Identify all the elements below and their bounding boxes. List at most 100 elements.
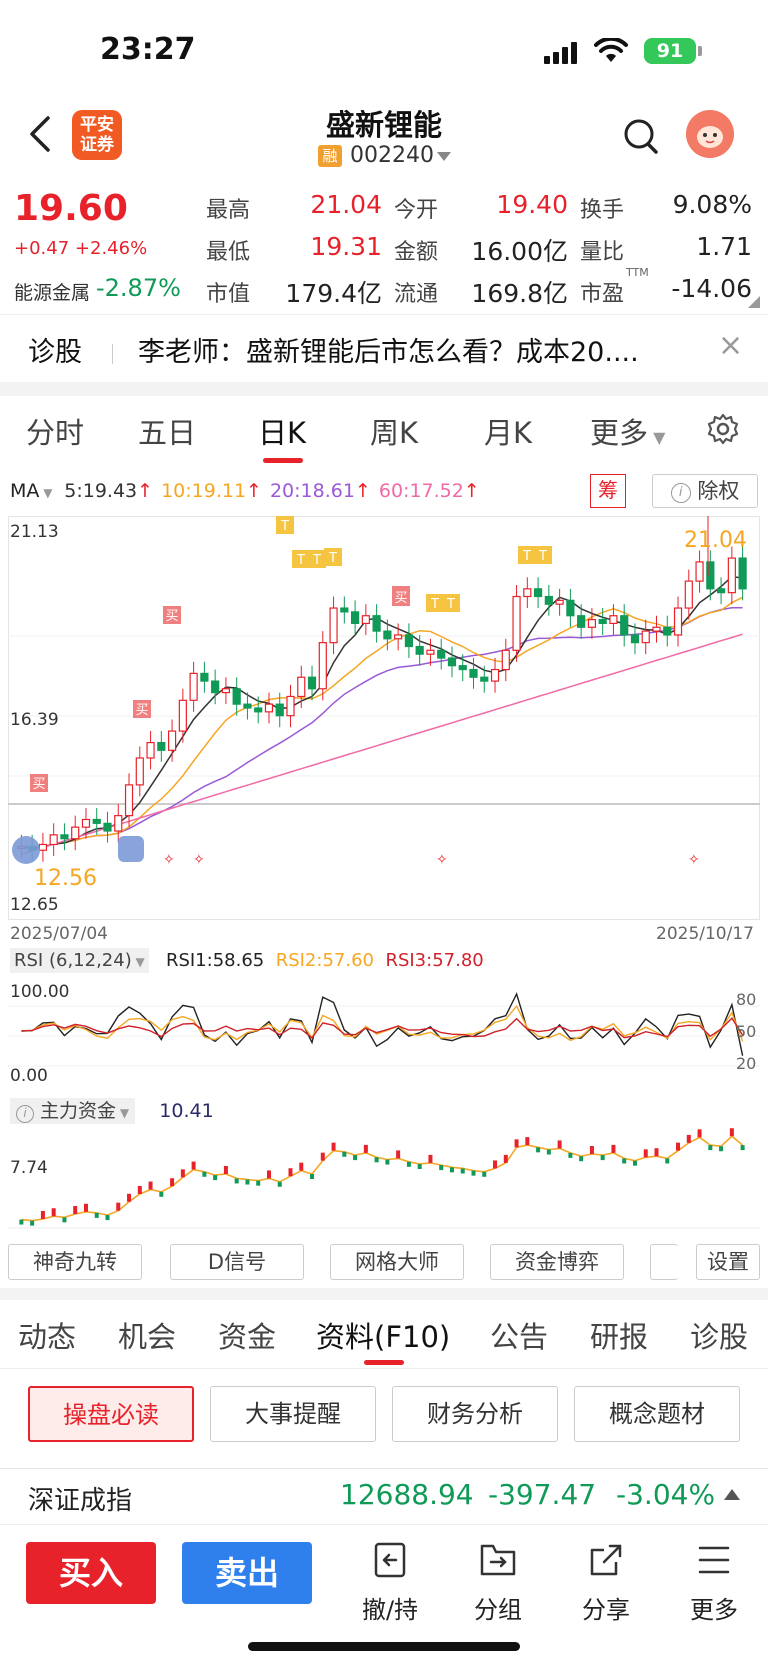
fund-bar [385,1159,390,1165]
sector-change: -2.87% [96,274,181,302]
fund-bar [202,1171,207,1177]
alert-icon: ✧ [193,852,205,868]
tab-funds[interactable]: 资金 [218,1320,277,1354]
candle-body [641,630,650,644]
ma-value: 10:19.11 [161,480,247,502]
candle-body [38,843,48,851]
sector-name[interactable]: 能源金属 [14,282,91,304]
tab-diagnosis[interactable]: 诊股 [690,1320,749,1354]
fund-bar [449,1167,454,1173]
fund-bar [310,1174,315,1179]
gear-icon[interactable] [706,412,740,446]
tool-nine-turn[interactable]: 神奇九转 [8,1244,142,1280]
fund-bar [546,1149,551,1155]
avatar[interactable] [686,110,734,158]
stock-code[interactable]: 002240 [350,143,434,168]
diagnosis-headline[interactable]: 李老师：盛新锂能后市怎么看？成本20.... [138,337,639,368]
arrow-up-icon: ↑ [137,480,154,502]
tab-intraday[interactable]: 分时 [26,416,85,450]
rsi-chart[interactable] [8,980,760,1090]
fund-selector[interactable]: i 主力资金 ▼ [10,1098,136,1124]
chevron-down-icon: ▼ [39,486,57,500]
tab-research[interactable]: 研报 [590,1320,649,1354]
tab-news[interactable]: 动态 [18,1320,77,1354]
tool-settings[interactable]: 设置 [696,1244,760,1280]
stock-name: 盛新锂能 [325,108,442,142]
tool-fund-game[interactable]: 资金博弈 [490,1244,624,1280]
tab-announcements[interactable]: 公告 [490,1320,549,1354]
t-marker [426,594,444,612]
rsi-selector[interactable]: RSI (6,12,24) ▼ [10,948,149,973]
fund-bar [460,1168,465,1174]
cancel-hold-button[interactable]: 撤/持 [350,1540,430,1625]
candle-body [566,599,575,617]
diagnosis-label[interactable]: 诊股 [28,337,82,368]
fund-bar [40,1211,45,1219]
tab-f10[interactable]: 资料(F10) [316,1320,451,1354]
quote-label: 市盈 [580,282,625,307]
price-change: +0.47 +2.46% [14,238,147,259]
rsi3-line [21,1017,744,1039]
fund-chart[interactable] [8,1120,760,1232]
fund-bar [62,1217,67,1223]
chevron-up-icon[interactable] [724,1489,740,1500]
fund-bar [137,1186,142,1194]
fund-bar [148,1181,153,1190]
ex-rights-button[interactable]: i 除权 [652,474,758,508]
fund-bar [331,1142,336,1151]
info-icon: i [670,483,691,503]
fund-bar [277,1181,282,1187]
high-marker-label: 21.04 [684,528,747,553]
f10-concepts[interactable]: 概念题材 [574,1386,740,1442]
tab-daily-k[interactable]: 日K [258,416,307,450]
close-icon[interactable]: × [718,328,744,363]
buy-button[interactable]: 买入 [26,1542,156,1604]
ma-selector[interactable]: MA ▼ [10,480,56,502]
tab-weekly-k[interactable]: 周K [370,416,419,450]
t-marker-label: T [522,549,531,564]
sell-button[interactable]: 卖出 [182,1542,312,1604]
cellular-signal-icon [544,42,580,64]
candle-body [157,741,166,751]
tool-grid-master[interactable]: 网格大师 [330,1244,464,1280]
tab-monthly-k[interactable]: 月K [484,416,533,450]
candle-body [415,645,424,655]
fund-bar [320,1152,325,1161]
fund-bar [180,1169,185,1178]
fund-bar [30,1220,35,1226]
search-icon[interactable] [622,116,660,156]
fund-bar [632,1160,637,1166]
candle-body [620,615,629,636]
quote-label: 最高 [206,198,251,223]
more-button[interactable]: 更多 [674,1540,754,1625]
tab-more[interactable]: 更多 ▼ [590,410,665,452]
scroll-left-icon [12,836,40,864]
f10-events[interactable]: 大事提醒 [210,1386,376,1442]
kline-chart[interactable]: 买买买买买TTTTTTTT✧✧✧✧ [8,516,760,920]
f10-financials[interactable]: 财务分析 [392,1386,558,1442]
candle-body [523,588,532,598]
fund-bar [676,1142,681,1151]
tab-five-day[interactable]: 五日 [138,416,197,450]
tab-opportunity[interactable]: 机会 [118,1320,177,1354]
back-icon[interactable] [22,112,62,156]
rsi-label: RSI (6,12,24) [14,950,132,971]
f10-must-read[interactable]: 操盘必读 [28,1386,194,1442]
chevron-down-icon[interactable] [437,152,451,161]
quote-value: 169.8亿 [471,279,568,308]
index-ticker[interactable] [0,1468,768,1524]
tool-partial[interactable] [650,1244,678,1280]
status-time: 23:27 [100,32,196,67]
share-button[interactable]: 分享 [566,1540,646,1625]
candle-body [533,588,543,598]
chip-distribution-button[interactable]: 筹 [590,474,626,508]
t-marker-label: T [430,597,439,612]
quote-value: 9.08% [672,190,752,219]
group-button[interactable]: 分组 [458,1540,538,1625]
ma-legend: MA ▼ 5:19.43↑ 10:19.11↑ 20:18.61↑ 60:17.52↑ [10,480,480,502]
tool-d-signal[interactable]: D信号 [170,1244,304,1280]
candle-body [340,607,349,613]
quote-value: 19.31 [310,232,382,261]
expand-corner-icon[interactable] [748,296,760,308]
ma-value: 20:18.61 [269,480,355,502]
